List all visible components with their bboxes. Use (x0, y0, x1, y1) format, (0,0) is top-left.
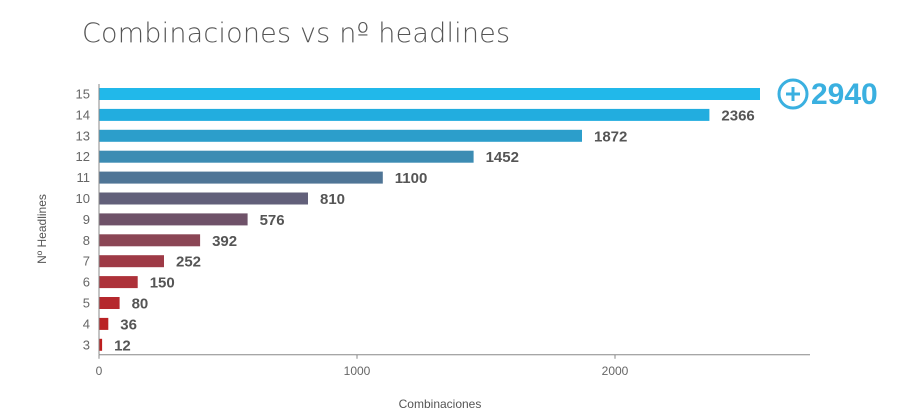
bar-9 (99, 213, 248, 226)
chart-title: Combinaciones vs nº headlines (82, 18, 511, 49)
value-label-4: 36 (120, 316, 137, 333)
bar-10 (99, 192, 308, 205)
bars-layer (99, 88, 760, 351)
x-tick-label: 1000 (344, 364, 371, 378)
bar-11 (99, 171, 383, 184)
x-tick-label: 0 (96, 364, 103, 378)
bar-4 (99, 317, 109, 330)
y-tick-label: 10 (76, 191, 90, 206)
value-label-9: 576 (260, 212, 285, 229)
value-label-5: 80 (132, 296, 149, 313)
y-tick-label: 5 (83, 296, 90, 311)
bar-12 (99, 150, 474, 163)
bar-7 (99, 255, 164, 268)
value-label-6: 150 (150, 275, 175, 292)
bar-15 (99, 88, 760, 100)
value-label-7: 252 (176, 254, 201, 271)
y-tick-label: 13 (76, 128, 90, 143)
value-label-10: 810 (320, 191, 345, 208)
y-tick-label: 7 (83, 254, 90, 269)
y-tick-label: 14 (76, 107, 90, 122)
value-label-14: 2366 (721, 107, 754, 124)
y-tick-label: 9 (83, 212, 90, 227)
y-tick-label: 6 (83, 275, 90, 290)
bar-13 (99, 129, 582, 142)
y-tick-label: 3 (83, 337, 90, 352)
y-tick-label: 4 (83, 316, 90, 331)
plus-circle-icon (777, 78, 809, 110)
y-axis-label: Nº Headlines (35, 194, 49, 264)
x-axis-label: Combinaciones (399, 397, 482, 411)
value-label-15: 2940 (811, 78, 878, 111)
bar-14 (99, 108, 710, 121)
bar-3 (99, 338, 103, 351)
y-tick-label: 11 (77, 170, 91, 185)
value-label-12: 1452 (486, 149, 519, 166)
y-tick-label: 12 (76, 149, 90, 164)
value-label-11: 1100 (395, 170, 428, 187)
value-label-8: 392 (212, 233, 237, 250)
y-tick-label: 8 (83, 233, 90, 248)
bar-5 (99, 297, 120, 309)
value-label-3: 12 (114, 337, 131, 354)
axis-layer: 0 1000 2000 (96, 84, 810, 378)
x-tick-label: 2000 (602, 364, 629, 378)
value-label-13: 1872 (594, 128, 627, 145)
y-tick-label: 15 (76, 87, 90, 102)
bar-8 (99, 234, 201, 247)
bar-6 (99, 276, 138, 289)
